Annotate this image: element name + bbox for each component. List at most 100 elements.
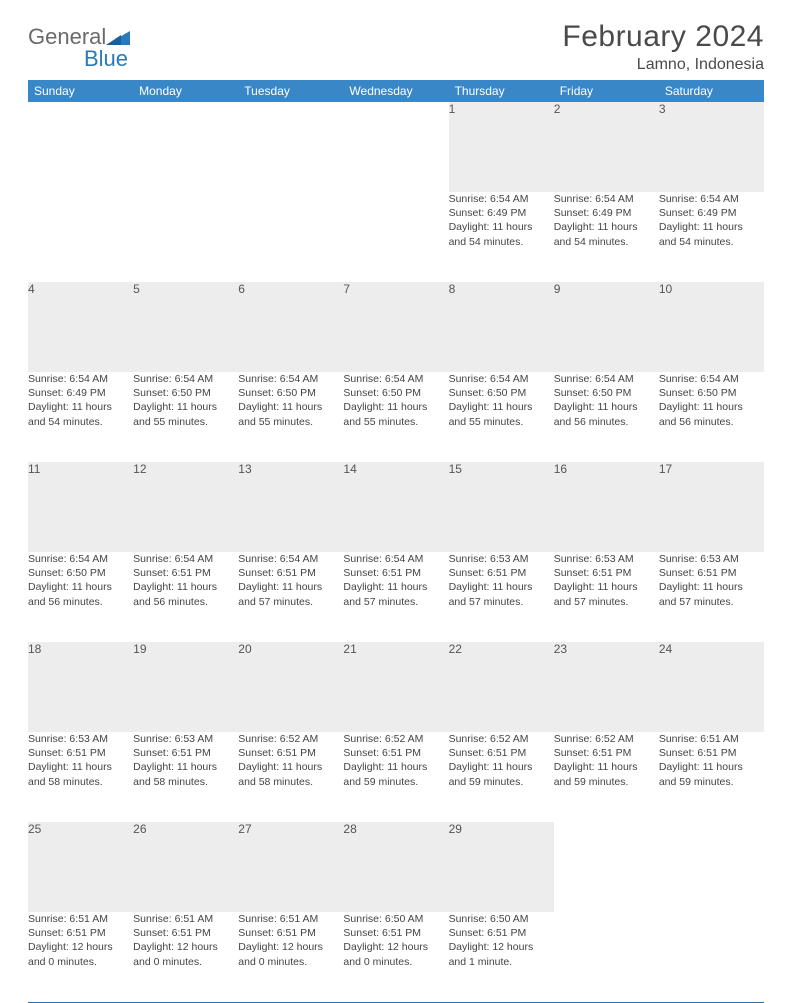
title-block: February 2024 Lamno, Indonesia xyxy=(562,20,764,74)
daylight-text-2: and 55 minutes. xyxy=(238,415,343,429)
daylight-text-2: and 54 minutes. xyxy=(28,415,133,429)
weekday-header: Thursday xyxy=(449,80,554,102)
daylight-text: Daylight: 11 hours xyxy=(554,400,659,414)
sunrise-text: Sunrise: 6:54 AM xyxy=(28,372,133,386)
day-number-cell: 13 xyxy=(238,462,343,552)
sunset-text: Sunset: 6:51 PM xyxy=(238,926,343,940)
sunrise-text: Sunrise: 6:54 AM xyxy=(238,552,343,566)
daylight-text: Daylight: 11 hours xyxy=(28,760,133,774)
sunrise-text: Sunrise: 6:53 AM xyxy=(554,552,659,566)
day-number-cell: 19 xyxy=(133,642,238,732)
sunset-text: Sunset: 6:51 PM xyxy=(28,926,133,940)
daylight-text: Daylight: 12 hours xyxy=(449,940,554,954)
daylight-text-2: and 57 minutes. xyxy=(238,595,343,609)
day-detail-cell: Sunrise: 6:52 AMSunset: 6:51 PMDaylight:… xyxy=(554,732,659,822)
day-detail-cell: Sunrise: 6:54 AMSunset: 6:50 PMDaylight:… xyxy=(343,372,448,462)
day-number-cell: 6 xyxy=(238,282,343,372)
day-detail-cell: Sunrise: 6:54 AMSunset: 6:50 PMDaylight:… xyxy=(133,372,238,462)
daylight-text-2: and 55 minutes. xyxy=(343,415,448,429)
day-number-cell: 12 xyxy=(133,462,238,552)
sunset-text: Sunset: 6:51 PM xyxy=(343,566,448,580)
daylight-text: Daylight: 12 hours xyxy=(28,940,133,954)
sunrise-text: Sunrise: 6:54 AM xyxy=(449,192,554,206)
sunset-text: Sunset: 6:51 PM xyxy=(554,746,659,760)
daylight-text-2: and 57 minutes. xyxy=(449,595,554,609)
daylight-text-2: and 54 minutes. xyxy=(449,235,554,249)
weekday-header: Friday xyxy=(554,80,659,102)
daylight-text-2: and 55 minutes. xyxy=(449,415,554,429)
header: GeneralBlue February 2024 Lamno, Indones… xyxy=(28,20,764,74)
day-number-cell: 10 xyxy=(659,282,764,372)
day-detail-cell: Sunrise: 6:53 AMSunset: 6:51 PMDaylight:… xyxy=(28,732,133,822)
day-number-cell: 5 xyxy=(133,282,238,372)
daylight-text: Daylight: 11 hours xyxy=(659,760,764,774)
day-number-cell xyxy=(238,102,343,192)
location-label: Lamno, Indonesia xyxy=(562,56,764,74)
sunrise-text: Sunrise: 6:52 AM xyxy=(238,732,343,746)
sunset-text: Sunset: 6:51 PM xyxy=(449,926,554,940)
day-number-cell: 22 xyxy=(449,642,554,732)
logo-text-blue: Blue xyxy=(84,46,128,71)
day-number-cell: 16 xyxy=(554,462,659,552)
sunrise-text: Sunrise: 6:52 AM xyxy=(449,732,554,746)
weekday-header: Tuesday xyxy=(238,80,343,102)
daylight-text: Daylight: 11 hours xyxy=(659,400,764,414)
weekday-header: Wednesday xyxy=(343,80,448,102)
day-number-cell: 8 xyxy=(449,282,554,372)
day-detail-cell: Sunrise: 6:53 AMSunset: 6:51 PMDaylight:… xyxy=(659,552,764,642)
day-detail-cell: Sunrise: 6:54 AMSunset: 6:49 PMDaylight:… xyxy=(28,372,133,462)
sunrise-text: Sunrise: 6:54 AM xyxy=(449,372,554,386)
day-detail-cell: Sunrise: 6:54 AMSunset: 6:49 PMDaylight:… xyxy=(449,192,554,282)
sunrise-text: Sunrise: 6:53 AM xyxy=(449,552,554,566)
day-detail-cell xyxy=(554,912,659,1002)
sunrise-text: Sunrise: 6:54 AM xyxy=(238,372,343,386)
sunset-text: Sunset: 6:51 PM xyxy=(659,746,764,760)
day-detail-cell: Sunrise: 6:51 AMSunset: 6:51 PMDaylight:… xyxy=(133,912,238,1002)
daylight-text: Daylight: 11 hours xyxy=(28,580,133,594)
daylight-text: Daylight: 11 hours xyxy=(449,400,554,414)
sunset-text: Sunset: 6:50 PM xyxy=(343,386,448,400)
day-number-cell: 9 xyxy=(554,282,659,372)
sunrise-text: Sunrise: 6:53 AM xyxy=(133,732,238,746)
day-number-cell: 18 xyxy=(28,642,133,732)
daylight-text: Daylight: 11 hours xyxy=(343,760,448,774)
daylight-text: Daylight: 11 hours xyxy=(28,400,133,414)
daylight-text-2: and 56 minutes. xyxy=(28,595,133,609)
sunrise-text: Sunrise: 6:54 AM xyxy=(133,552,238,566)
sunset-text: Sunset: 6:49 PM xyxy=(659,206,764,220)
sunset-text: Sunset: 6:51 PM xyxy=(28,746,133,760)
sunrise-text: Sunrise: 6:50 AM xyxy=(449,912,554,926)
sunrise-text: Sunrise: 6:54 AM xyxy=(659,192,764,206)
sunset-text: Sunset: 6:51 PM xyxy=(343,746,448,760)
weekday-header: Saturday xyxy=(659,80,764,102)
sunrise-text: Sunrise: 6:54 AM xyxy=(343,552,448,566)
daylight-text-2: and 58 minutes. xyxy=(238,775,343,789)
sunset-text: Sunset: 6:51 PM xyxy=(449,746,554,760)
daylight-text-2: and 58 minutes. xyxy=(28,775,133,789)
daylight-text-2: and 57 minutes. xyxy=(554,595,659,609)
daylight-text: Daylight: 12 hours xyxy=(238,940,343,954)
daylight-text-2: and 54 minutes. xyxy=(659,235,764,249)
daylight-text: Daylight: 11 hours xyxy=(343,580,448,594)
day-number-cell xyxy=(133,102,238,192)
sunset-text: Sunset: 6:50 PM xyxy=(449,386,554,400)
day-detail-cell: Sunrise: 6:51 AMSunset: 6:51 PMDaylight:… xyxy=(28,912,133,1002)
day-detail-cell: Sunrise: 6:54 AMSunset: 6:50 PMDaylight:… xyxy=(28,552,133,642)
day-number-cell: 11 xyxy=(28,462,133,552)
sunset-text: Sunset: 6:51 PM xyxy=(659,566,764,580)
sunrise-text: Sunrise: 6:54 AM xyxy=(133,372,238,386)
day-detail-cell: Sunrise: 6:54 AMSunset: 6:51 PMDaylight:… xyxy=(238,552,343,642)
day-number-cell: 15 xyxy=(449,462,554,552)
day-detail-cell: Sunrise: 6:54 AMSunset: 6:50 PMDaylight:… xyxy=(659,372,764,462)
day-detail-cell: Sunrise: 6:54 AMSunset: 6:50 PMDaylight:… xyxy=(554,372,659,462)
day-detail-cell: Sunrise: 6:53 AMSunset: 6:51 PMDaylight:… xyxy=(449,552,554,642)
day-number-cell: 23 xyxy=(554,642,659,732)
sunset-text: Sunset: 6:51 PM xyxy=(343,926,448,940)
daylight-text: Daylight: 11 hours xyxy=(133,400,238,414)
logo: GeneralBlue xyxy=(28,26,130,70)
daylight-text-2: and 56 minutes. xyxy=(133,595,238,609)
daylight-text: Daylight: 11 hours xyxy=(343,400,448,414)
day-number-cell xyxy=(343,102,448,192)
day-detail-cell xyxy=(343,192,448,282)
day-number-cell xyxy=(659,822,764,912)
